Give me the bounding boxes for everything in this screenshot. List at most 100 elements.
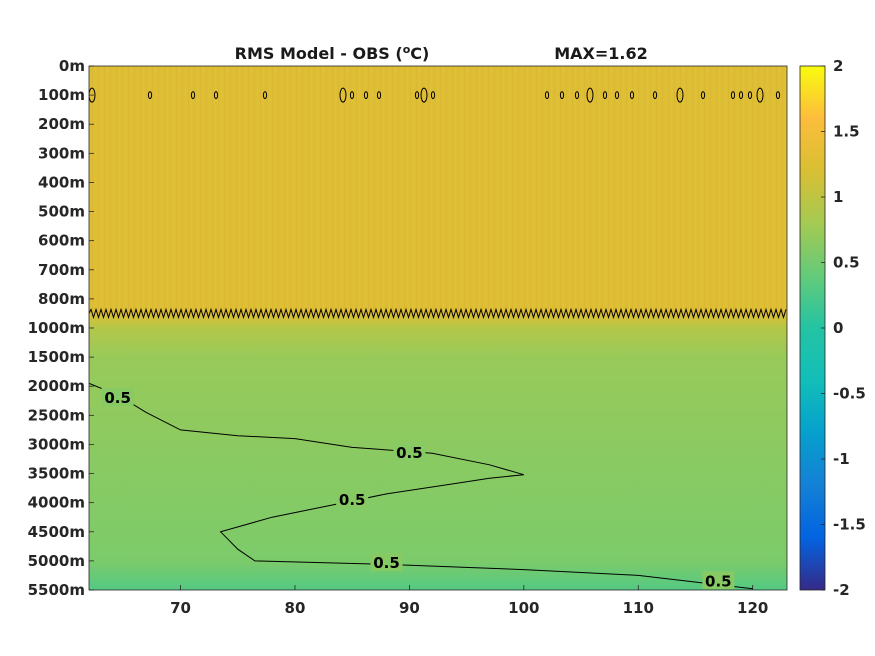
contour-lines (89, 87, 787, 590)
contour-label-bg (101, 387, 134, 406)
texture-stripe (461, 66, 462, 314)
y-tick-label: 4000m (28, 494, 85, 512)
texture-stripe (293, 66, 294, 314)
texture-stripe (542, 66, 543, 314)
texture-stripe (236, 66, 237, 314)
texture-stripe (644, 66, 645, 314)
y-tick-label: 4500m (28, 523, 85, 541)
contour-label: 0.5 (396, 444, 423, 462)
y-tick-label: 100m (38, 86, 85, 104)
texture-stripe (380, 66, 381, 314)
x-tick-label: 90 (399, 599, 420, 617)
texture-stripe (728, 66, 729, 314)
texture-stripe (539, 66, 540, 314)
x-tick-label: 100 (508, 599, 539, 617)
y-tick-label: 600m (38, 232, 85, 250)
texture-stripe (533, 66, 534, 314)
texture-stripe (602, 66, 603, 314)
texture-stripe (566, 66, 567, 314)
texture-stripe (677, 66, 678, 314)
texture-stripe (152, 66, 153, 314)
texture-stripe (155, 66, 156, 314)
texture-stripe (221, 66, 222, 314)
texture-stripe (356, 66, 357, 314)
texture-stripe (173, 66, 174, 314)
texture-stripe (710, 66, 711, 314)
texture-stripe (674, 66, 675, 314)
contour-ring-1 (420, 87, 428, 103)
texture-stripe (278, 66, 279, 314)
texture-stripe (593, 66, 594, 314)
colorbar-ticks: 2 1.5 1 0.5 0 -0.5 -1 -1.5 -2 (821, 57, 866, 599)
texture-stripe (185, 66, 186, 314)
texture-stripe (452, 66, 453, 314)
texture-stripe (92, 66, 93, 314)
texture-stripe (668, 66, 669, 314)
contour-line-0.5 (89, 382, 753, 590)
texture-stripe (251, 66, 252, 314)
texture-stripe (473, 66, 474, 314)
y-tick-label: 1000m (28, 319, 85, 337)
contour-ring-1 (775, 91, 781, 100)
texture-stripe (614, 66, 615, 314)
contour-label-bg (702, 571, 735, 590)
texture-stripe (203, 66, 204, 314)
texture-stripe (287, 66, 288, 314)
texture-stripe (263, 66, 264, 314)
texture-stripe (128, 66, 129, 314)
texture-stripe (455, 66, 456, 314)
contour-label: 0.5 (705, 572, 732, 590)
texture-stripe (212, 66, 213, 314)
y-tick-label: 500m (38, 203, 85, 221)
texture-stripe (785, 66, 786, 314)
y-axis: 0m 100m 200m 300m 400m 500m 600m 700m 800m 1000m 1… (28, 57, 94, 599)
contour-ring-1 (559, 91, 565, 100)
texture-stripe (224, 66, 225, 314)
texture-stripe (470, 66, 471, 314)
texture-stripe (344, 66, 345, 314)
texture-stripe (509, 66, 510, 314)
texture-stripe (701, 66, 702, 314)
colorbar-tick-label: -1 (833, 450, 850, 468)
texture-stripe (590, 66, 591, 314)
y-tick-label: 800m (38, 290, 85, 308)
texture-stripe (242, 66, 243, 314)
texture-stripe (359, 66, 360, 314)
texture-stripe (650, 66, 651, 314)
contour-ring-1 (349, 91, 355, 100)
texture-stripe (233, 66, 234, 314)
contour-ring-1 (738, 91, 744, 100)
texture-stripe (326, 66, 327, 314)
texture-stripe (179, 66, 180, 314)
chart-title: RMS Model - OBS (oC) (235, 43, 430, 63)
y-tick-label: 300m (38, 144, 85, 162)
texture-stripe (467, 66, 468, 314)
texture-stripe (335, 66, 336, 314)
texture-stripe (320, 66, 321, 314)
texture-stripe (122, 66, 123, 314)
texture-stripe (284, 66, 285, 314)
texture-stripe (272, 66, 273, 314)
texture-stripe (740, 66, 741, 314)
contour-label-bg (370, 553, 403, 572)
texture-stripe (458, 66, 459, 314)
contour-ring-1 (213, 91, 219, 100)
texture-stripe (422, 66, 423, 314)
texture-stripe (698, 66, 699, 314)
contour-ring-1 (756, 87, 764, 103)
texture-stripe (437, 66, 438, 314)
texture-stripe (353, 66, 354, 314)
texture-stripe (269, 66, 270, 314)
y-tick-label: 3500m (28, 465, 85, 483)
texture-stripe (125, 66, 126, 314)
texture-stripe (341, 66, 342, 314)
texture-stripe (518, 66, 519, 314)
texture-stripe (620, 66, 621, 314)
texture-stripe (383, 66, 384, 314)
texture-stripe (158, 66, 159, 314)
texture-stripe (737, 66, 738, 314)
texture-stripe (329, 66, 330, 314)
contour-ring-1 (652, 91, 658, 100)
texture-stripe (713, 66, 714, 314)
